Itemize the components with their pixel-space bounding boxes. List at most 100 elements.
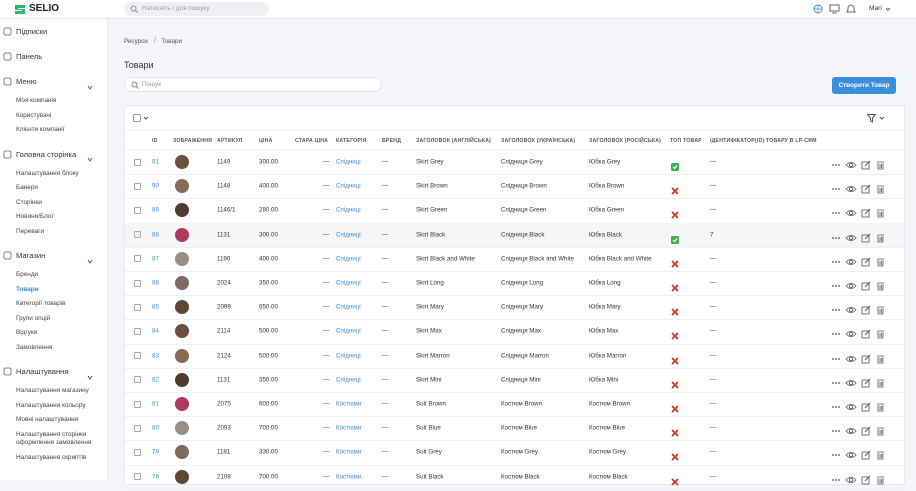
select-all[interactable] <box>133 114 153 123</box>
sidebar-link[interactable]: Мовні налаштування <box>16 416 79 423</box>
sidebar-link[interactable]: Відгуки <box>16 329 38 336</box>
row-checkbox[interactable] <box>134 376 141 384</box>
cell-id[interactable]: 81 <box>152 400 159 408</box>
row-checkbox[interactable] <box>134 424 141 432</box>
row-checkbox[interactable] <box>134 279 141 287</box>
sidebar-link[interactable]: Сторінки <box>16 198 42 206</box>
cell-category[interactable]: Спідниці <box>336 231 361 239</box>
row-checkbox[interactable] <box>134 182 141 190</box>
row-actions[interactable] <box>831 181 891 194</box>
action-icons[interactable] <box>831 329 891 339</box>
table-search[interactable]: Пошук <box>124 77 382 92</box>
cell-id[interactable]: 80 <box>152 424 159 432</box>
user-name[interactable]: Mari <box>869 5 882 12</box>
sidebar-link[interactable]: Категорії товарів <box>16 300 66 307</box>
row-actions[interactable] <box>831 302 891 315</box>
action-icons[interactable] <box>831 354 891 364</box>
cell-id[interactable]: 87 <box>152 255 159 263</box>
row-actions[interactable] <box>831 351 891 364</box>
cell-category[interactable]: Спідниці <box>336 327 361 335</box>
cell-id[interactable]: 91 <box>152 158 159 166</box>
row-checkbox[interactable] <box>134 400 141 408</box>
sidebar-link[interactable]: Налаштування блоку <box>16 169 79 177</box>
sidebar-link[interactable]: Замовлення <box>16 343 53 351</box>
column-header[interactable]: ЗАГОЛОВОК (АНГЛІЙСЬКА) <box>416 138 492 144</box>
action-icons[interactable] <box>831 208 891 218</box>
column-header[interactable]: АРТИКУЛ <box>217 138 243 144</box>
column-header[interactable]: ЗАГОЛОВОК (РОСІЙСЬКА) <box>589 138 662 144</box>
cell-category[interactable]: Спідниці <box>336 255 361 263</box>
sidebar-section[interactable]: Панель <box>0 44 107 69</box>
sidebar-link[interactable]: Банери <box>16 184 38 191</box>
column-header[interactable]: ІДЕНТИФІКАТОР(ID) ТОВАРУ В LP-CRM <box>710 138 817 144</box>
row-actions[interactable] <box>831 326 891 339</box>
row-actions[interactable] <box>831 254 891 267</box>
cell-category[interactable]: Костюми <box>336 424 362 432</box>
sidebar-link[interactable]: Новини/Блог <box>16 213 54 220</box>
row-checkbox[interactable] <box>134 303 141 311</box>
cell-id[interactable]: 79 <box>152 448 159 456</box>
sidebar-link[interactable]: Переваги <box>16 227 45 235</box>
action-icons[interactable] <box>831 426 891 436</box>
sidebar-section[interactable]: Налаштування <box>0 359 107 384</box>
row-checkbox[interactable] <box>134 352 141 360</box>
row-actions[interactable] <box>831 472 891 484</box>
sidebar-link[interactable]: Налаштування магазину <box>16 387 89 394</box>
action-icons[interactable] <box>831 450 891 460</box>
sidebar-link[interactable]: Налаштування сторінки оформлення замовле… <box>16 430 92 447</box>
cell-id[interactable]: 83 <box>152 352 159 360</box>
row-actions[interactable] <box>831 375 891 388</box>
column-header[interactable]: ЗОБРАЖЕННЯ <box>173 138 213 144</box>
column-header[interactable]: ТОП ТОВАР <box>670 138 702 144</box>
row-checkbox[interactable] <box>134 231 141 239</box>
cell-id[interactable]: 82 <box>152 376 159 384</box>
cell-id[interactable]: 88 <box>152 231 159 239</box>
cell-id[interactable]: 90 <box>152 182 159 190</box>
cell-id[interactable]: 89 <box>152 206 159 214</box>
row-actions[interactable] <box>831 399 891 412</box>
cell-category[interactable]: Спідниці <box>336 303 361 311</box>
sidebar-link[interactable]: Клієнти компанії <box>16 126 65 133</box>
sidebar-section[interactable]: Магазин <box>0 243 107 268</box>
action-icons[interactable] <box>831 402 891 412</box>
row-checkbox[interactable] <box>134 473 141 481</box>
cell-category[interactable]: Спідниці <box>336 182 361 190</box>
row-actions[interactable] <box>831 447 891 460</box>
action-icons[interactable] <box>831 257 891 267</box>
action-icons[interactable] <box>831 305 891 315</box>
cell-category[interactable]: Спідниці <box>336 352 361 360</box>
action-icons[interactable] <box>831 184 891 194</box>
row-checkbox[interactable] <box>134 448 141 456</box>
sidebar-link[interactable]: Товари <box>16 285 39 293</box>
cell-category[interactable]: Спідниці <box>336 206 361 214</box>
cell-category[interactable]: Костюми <box>336 448 362 456</box>
cell-id[interactable]: 85 <box>152 303 159 311</box>
row-checkbox[interactable] <box>134 206 141 214</box>
action-icons[interactable] <box>831 378 891 388</box>
row-checkbox[interactable] <box>134 327 141 335</box>
sidebar-section[interactable]: Підписки <box>0 19 107 44</box>
row-actions[interactable] <box>831 423 891 436</box>
row-checkbox[interactable] <box>134 255 141 263</box>
sidebar-link[interactable]: Моя компанія <box>16 97 57 104</box>
action-icons[interactable] <box>831 281 891 291</box>
cell-id[interactable]: 86 <box>152 279 159 287</box>
breadcrumb-item[interactable]: Ресурси <box>124 38 148 45</box>
row-actions[interactable] <box>831 157 891 170</box>
sidebar-link[interactable]: Групи опцій <box>16 314 51 322</box>
cell-category[interactable]: Спідниці <box>336 279 361 287</box>
cell-category[interactable]: Спідниці <box>336 376 361 384</box>
row-actions[interactable] <box>831 278 891 291</box>
column-header[interactable]: БРЕНД <box>382 138 402 144</box>
sidebar-link[interactable]: Користувачі <box>16 111 52 119</box>
global-search[interactable]: Натисніть / для пошуку <box>124 2 269 16</box>
cell-category[interactable]: Спідниці <box>336 158 361 166</box>
column-header[interactable]: ID <box>152 138 158 144</box>
sidebar-link[interactable]: Бренди <box>16 271 39 278</box>
cell-category[interactable]: Костюми <box>336 400 362 408</box>
cell-id[interactable]: 78 <box>152 473 159 481</box>
cell-category[interactable]: Костюми <box>336 473 362 481</box>
column-header[interactable]: СТАРА ЦІНА <box>295 138 329 144</box>
row-actions[interactable] <box>831 230 891 242</box>
row-checkbox[interactable] <box>134 158 141 166</box>
